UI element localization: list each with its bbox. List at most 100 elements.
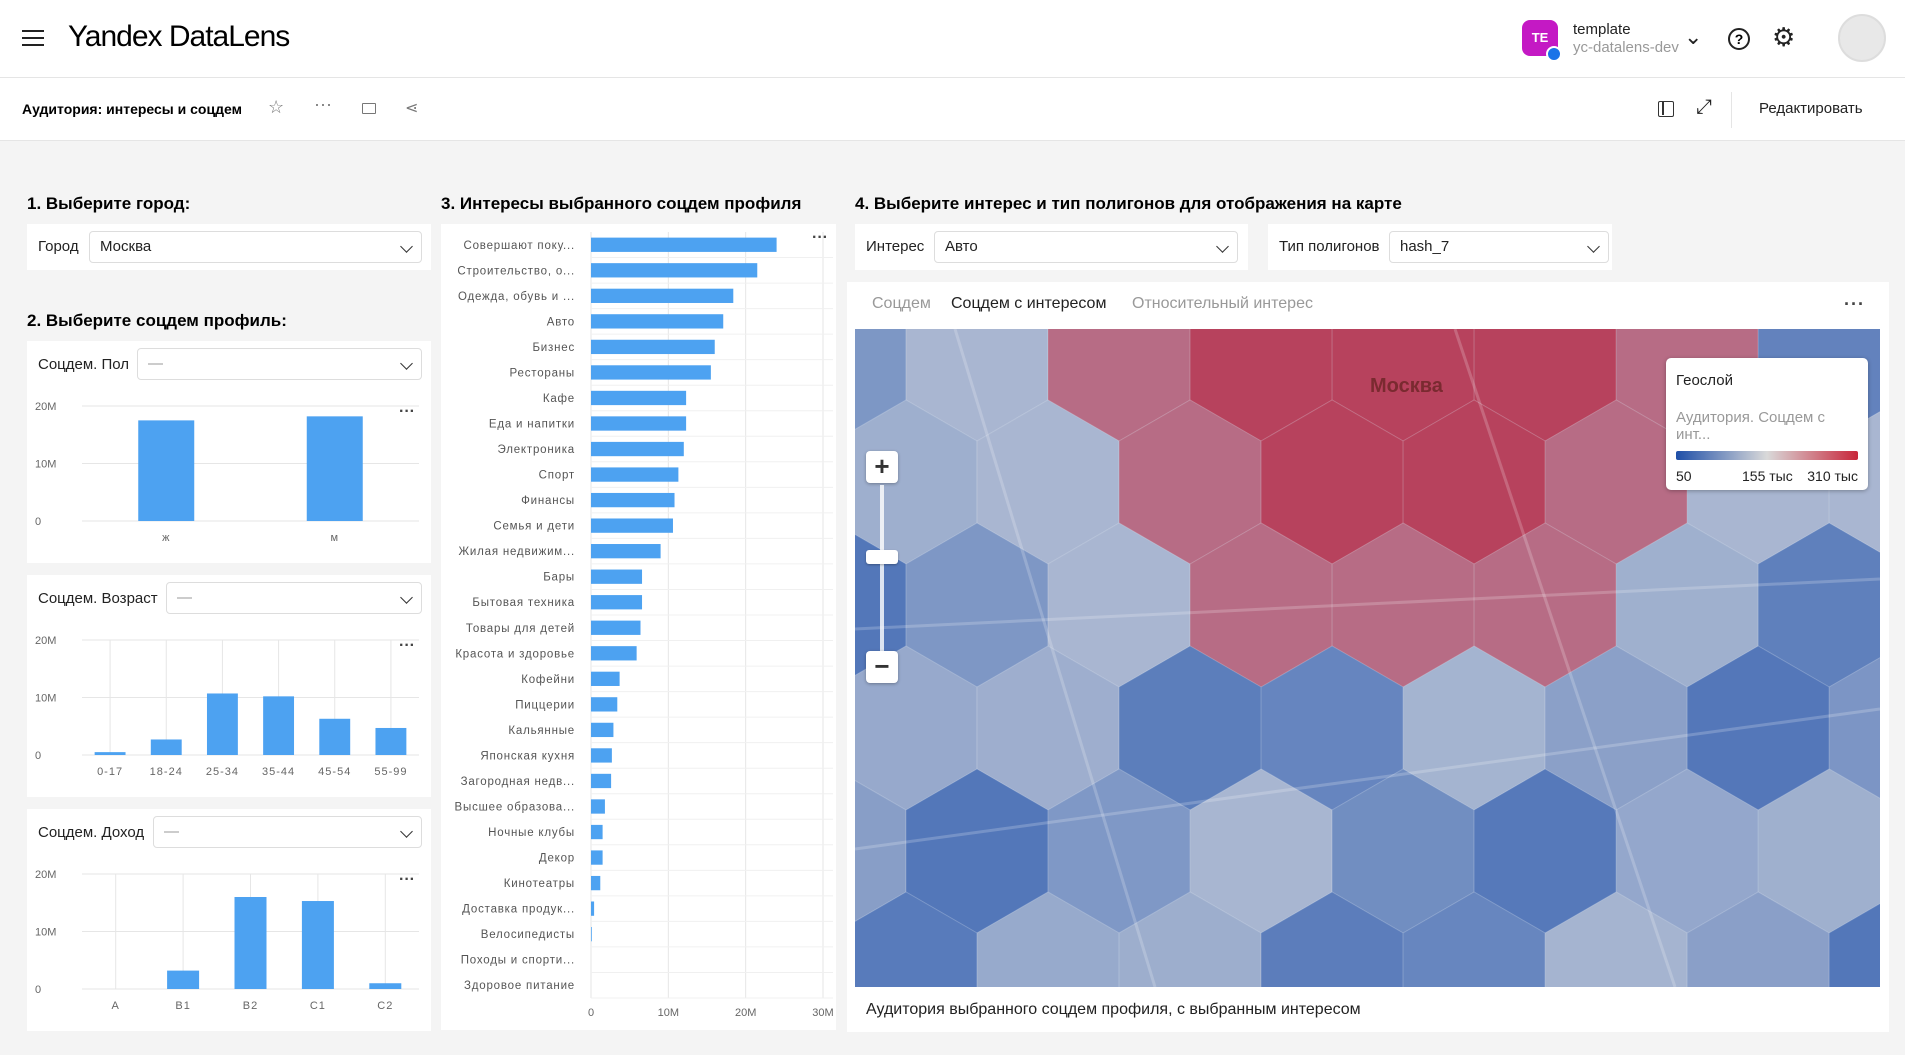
x-tick-label: 35-44 xyxy=(262,766,295,778)
bar xyxy=(375,727,407,755)
map-road xyxy=(1453,329,1677,987)
chevron-down-icon xyxy=(400,825,413,838)
fullscreen-icon[interactable]: ⤢ xyxy=(1696,96,1712,118)
y-tick-label: Семья и дети xyxy=(493,521,575,533)
bar xyxy=(591,569,643,584)
bar xyxy=(591,467,679,482)
y-tick-label: 10M xyxy=(35,693,56,705)
x-tick-label: м xyxy=(330,532,339,544)
sidebar-toggle-icon[interactable] xyxy=(1658,101,1674,117)
y-tick-label: Здоровое питание xyxy=(464,980,575,992)
y-tick-label: Финансы xyxy=(521,495,575,507)
chevron-down-icon xyxy=(1587,240,1600,253)
zoom-in-button[interactable]: + xyxy=(866,451,898,483)
org-name[interactable]: template xyxy=(1573,21,1631,38)
menu-icon[interactable] xyxy=(22,30,44,46)
map-section-title: 4. Выберите интерес и тип полигонов для … xyxy=(855,194,1402,213)
y-tick-label: Кафе xyxy=(543,393,575,405)
folder-icon[interactable] xyxy=(362,103,376,114)
interest-value: Авто xyxy=(945,238,978,255)
city-select[interactable]: Москва xyxy=(89,231,422,263)
bar xyxy=(167,970,200,989)
logo[interactable]: Yandex DataLens xyxy=(68,20,290,54)
bar xyxy=(591,263,758,278)
chevron-down-icon[interactable]: ⌄ xyxy=(1684,24,1703,49)
map-road xyxy=(855,577,1880,631)
bar xyxy=(591,441,684,457)
polygon-select[interactable]: hash_7 xyxy=(1389,231,1609,263)
x-tick-label: 45-54 xyxy=(318,766,351,778)
map-road xyxy=(953,329,1157,987)
map-hexagon xyxy=(1544,891,1688,987)
polygon-value: hash_7 xyxy=(1400,238,1450,255)
bar xyxy=(591,620,641,635)
age-widget: Соцдем. Возраст — 0 10M 20M 0-17 18-24 25-34 3… xyxy=(27,575,431,797)
x-tick-label: B1 xyxy=(175,1000,190,1012)
zoom-slider-handle[interactable] xyxy=(866,550,898,564)
edit-button[interactable]: Редактировать xyxy=(1759,100,1863,117)
bar xyxy=(591,875,601,891)
y-tick-label: Велосипедисты xyxy=(481,929,575,941)
bar xyxy=(591,799,605,814)
gender-widget: Соцдем. Пол — 0 10M 20M ж м ··· xyxy=(27,341,431,563)
y-tick-label: Красота и здоровье xyxy=(455,648,575,660)
top-header xyxy=(0,0,1905,78)
more-icon[interactable]: ··· xyxy=(1844,294,1865,314)
user-avatar[interactable] xyxy=(1838,14,1886,62)
legend-min: 50 xyxy=(1676,468,1692,484)
x-tick-label: 55-99 xyxy=(374,766,407,778)
bar xyxy=(591,339,715,355)
gender-chart: 0 10M 20M ж м ··· xyxy=(35,401,419,544)
legend-mid: 155 тыс xyxy=(1742,468,1793,484)
y-tick-label: Ночные клубы xyxy=(488,827,575,839)
age-select[interactable]: — xyxy=(166,582,422,614)
star-icon[interactable]: ☆ xyxy=(268,97,285,117)
bar xyxy=(591,314,724,329)
bar xyxy=(138,420,195,521)
gender-select[interactable]: — xyxy=(137,348,422,380)
bar xyxy=(591,901,595,916)
city-label: Город xyxy=(38,238,79,255)
x-tick-label: 10M xyxy=(658,1007,679,1019)
income-select[interactable]: — xyxy=(153,816,422,848)
logo-yandex: Yandex xyxy=(68,20,163,53)
bar xyxy=(591,671,620,686)
y-tick-label: Одежда, обувь и ... xyxy=(458,291,575,303)
gear-icon[interactable]: ⚙ xyxy=(1772,22,1796,52)
x-tick-label: 20M xyxy=(735,1007,756,1019)
bar xyxy=(591,748,612,763)
tab-relative-interest[interactable]: Относительный интерес xyxy=(1132,295,1313,312)
logo-product: DataLens xyxy=(168,20,290,53)
polygon-filter: Тип полигонов hash_7 xyxy=(1268,224,1612,270)
legend-max: 310 тыс xyxy=(1807,468,1858,484)
share-icon[interactable]: ⋖ xyxy=(405,100,419,117)
bar xyxy=(369,983,402,989)
y-tick-label: Загородная недв... xyxy=(461,776,575,788)
y-tick-label: Совершают поку... xyxy=(464,240,576,252)
y-tick-label: Кофейни xyxy=(521,674,575,686)
interest-select[interactable]: Авто xyxy=(934,231,1238,263)
y-tick-label: Пиццерии xyxy=(515,699,575,711)
zoom-slider[interactable] xyxy=(880,485,884,663)
y-tick-label: Жилая недвижим... xyxy=(458,546,575,558)
city-title: 1. Выберите город: xyxy=(27,194,191,213)
map[interactable] xyxy=(855,329,1880,987)
profile-title: 2. Выберите соцдем профиль: xyxy=(27,311,287,330)
bar xyxy=(206,693,238,755)
help-icon[interactable]: ? xyxy=(1728,28,1750,50)
bar xyxy=(591,518,673,533)
map-legend: Геослой Аудитория. Соцдем с инт... 50 15… xyxy=(1666,358,1868,490)
more-icon[interactable]: ··· xyxy=(314,94,332,114)
chevron-down-icon xyxy=(400,357,413,370)
chevron-down-icon xyxy=(400,591,413,604)
tab-socdem-interest[interactable]: Соцдем с интересом xyxy=(951,295,1107,312)
bar xyxy=(263,696,295,755)
y-tick-label: Спорт xyxy=(539,470,575,482)
y-tick-label: 10M xyxy=(35,927,56,939)
bar xyxy=(319,718,351,755)
y-tick-label: Рестораны xyxy=(510,367,575,379)
y-tick-label: Кинотеатры xyxy=(504,878,575,890)
tab-socdem[interactable]: Соцдем xyxy=(872,295,931,312)
age-chart: 0 10M 20M 0-17 18-24 25-34 35-44 45-54 55-99 ··· xyxy=(35,635,419,778)
zoom-out-button[interactable]: − xyxy=(866,651,898,683)
